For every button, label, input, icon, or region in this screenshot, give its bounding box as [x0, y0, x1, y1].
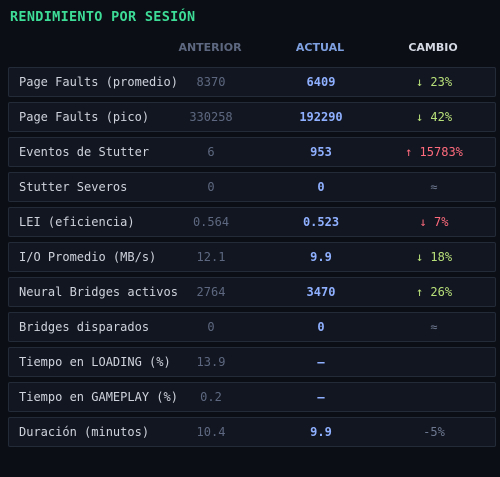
- table-row: LEI (eficiencia) 0.564 0.523 ↓ 7%: [8, 207, 496, 237]
- table-row: Page Faults (pico) 330258 192290 ↓ 42%: [8, 102, 496, 132]
- previous-value: 0.564: [192, 215, 230, 229]
- previous-value: 12.1: [196, 250, 226, 264]
- table-row: Bridges disparados 0 0 ≈: [8, 312, 496, 342]
- column-header-current: ACTUAL: [295, 41, 345, 54]
- table-row: Page Faults (promedio) 8370 6409 ↓ 23%: [8, 67, 496, 97]
- change-value: ↓ 18%: [415, 250, 453, 264]
- change-value: ↑ 26%: [415, 285, 453, 299]
- current-value: 6409: [306, 75, 336, 89]
- metric-label: LEI (eficiencia): [19, 215, 135, 229]
- previous-value: 2764: [196, 285, 226, 299]
- table-row: Tiempo en LOADING (%) 13.9 —: [8, 347, 496, 377]
- change-value: ↓ 23%: [415, 75, 453, 89]
- current-value: 0: [317, 320, 325, 334]
- current-value: 0.523: [302, 215, 340, 229]
- change-value: ↓ 42%: [415, 110, 453, 124]
- previous-value: 0.2: [200, 390, 222, 404]
- table-row: Duración (minutos) 10.4 9.9 -5%: [8, 417, 496, 447]
- table-row: Tiempo en GAMEPLAY (%) 0.2 —: [8, 382, 496, 412]
- current-value: —: [317, 390, 325, 404]
- table-row: Stutter Severos 0 0 ≈: [8, 172, 496, 202]
- change-value: ↓ 7%: [419, 215, 449, 229]
- metric-label: Bridges disparados: [19, 320, 150, 334]
- table-row: Neural Bridges activos 2764 3470 ↑ 26%: [8, 277, 496, 307]
- previous-value: 10.4: [196, 425, 226, 439]
- metric-label: Neural Bridges activos: [19, 285, 178, 299]
- previous-value: 6: [207, 145, 215, 159]
- change-value: ↑ 15783%: [405, 145, 463, 159]
- current-value: 953: [310, 145, 332, 159]
- metric-label: Tiempo en LOADING (%): [19, 355, 171, 369]
- change-value: ≈: [430, 180, 438, 194]
- current-value: 9.9: [310, 250, 332, 264]
- metrics-table: Page Faults (promedio) 8370 6409 ↓ 23% P…: [8, 67, 496, 452]
- metric-label: Stutter Severos: [19, 180, 128, 194]
- metric-label: Duración (minutos): [19, 425, 150, 439]
- panel-title: RENDIMIENTO POR SESIÓN: [10, 9, 196, 25]
- metric-label: Page Faults (promedio): [19, 75, 178, 89]
- column-header-change: CAMBIO: [408, 41, 458, 54]
- current-value: 192290: [299, 110, 343, 124]
- table-row: I/O Promedio (MB/s) 12.1 9.9 ↓ 18%: [8, 242, 496, 272]
- current-value: 0: [317, 180, 325, 194]
- previous-value: 13.9: [196, 355, 226, 369]
- previous-value: 0: [207, 180, 215, 194]
- current-value: —: [317, 355, 325, 369]
- metric-label: I/O Promedio (MB/s): [19, 250, 157, 264]
- change-value: -5%: [423, 425, 445, 439]
- metric-label: Tiempo en GAMEPLAY (%): [19, 390, 178, 404]
- previous-value: 0: [207, 320, 215, 334]
- change-value: ≈: [430, 320, 438, 334]
- current-value: 9.9: [310, 425, 332, 439]
- current-value: 3470: [306, 285, 336, 299]
- previous-value: 330258: [189, 110, 233, 124]
- metric-label: Page Faults (pico): [19, 110, 150, 124]
- previous-value: 8370: [196, 75, 226, 89]
- table-row: Eventos de Stutter 6 953 ↑ 15783%: [8, 137, 496, 167]
- metric-label: Eventos de Stutter: [19, 145, 150, 159]
- column-header-previous: ANTERIOR: [178, 41, 242, 54]
